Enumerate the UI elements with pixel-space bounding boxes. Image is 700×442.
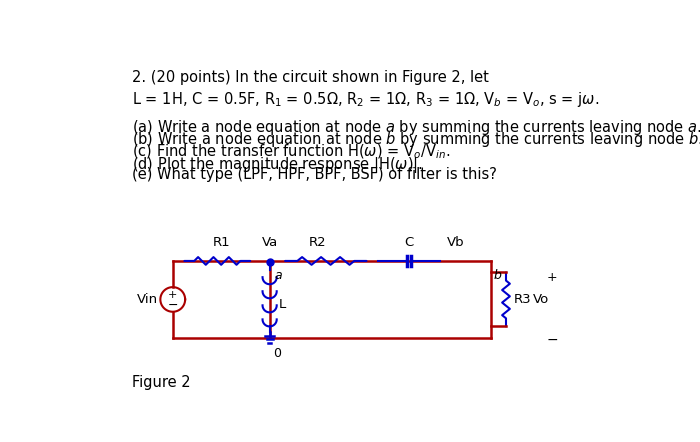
Text: L = 1H, C = 0.5F, R$_1$ = 0.5$\Omega$, R$_2$ = 1$\Omega$, R$_3$ = 1$\Omega$, V$_: L = 1H, C = 0.5F, R$_1$ = 0.5$\Omega$, R… [132,90,600,109]
Text: (d) Plot the magnitude response |H($\omega$)|.: (d) Plot the magnitude response |H($\ome… [132,155,424,175]
Text: (b) Write a node equation at node $b$ by summing the currents leaving node $b$.: (b) Write a node equation at node $b$ by… [132,130,700,149]
Text: C: C [405,236,414,249]
Text: 2. (20 points) In the circuit shown in Figure 2, let: 2. (20 points) In the circuit shown in F… [132,70,489,85]
Text: Figure 2: Figure 2 [132,375,191,390]
Text: (e) What type (LPF, HPF, BPF, BSF) of filter is this?: (e) What type (LPF, HPF, BPF, BSF) of fi… [132,167,497,182]
Text: Va: Va [262,236,278,249]
Text: (c) Find the transfer function H($\omega$) = V$_o$/V$_{in}$.: (c) Find the transfer function H($\omega… [132,142,451,161]
Text: a: a [274,269,282,282]
Text: +: + [546,271,557,284]
Text: +: + [168,290,177,300]
Text: Vb: Vb [447,236,464,249]
Text: L: L [279,298,286,311]
Text: −: − [546,332,558,347]
Text: −: − [167,298,178,312]
Text: (a) Write a node equation at node $a$ by summing the currents leaving node $a$.: (a) Write a node equation at node $a$ by… [132,118,700,137]
Text: Vin: Vin [137,293,158,306]
Text: Vo: Vo [533,293,550,306]
Text: R3: R3 [514,293,531,306]
Text: 0: 0 [273,347,281,360]
Text: R2: R2 [309,236,327,249]
Text: R1: R1 [212,236,230,249]
Text: b: b [494,269,501,282]
